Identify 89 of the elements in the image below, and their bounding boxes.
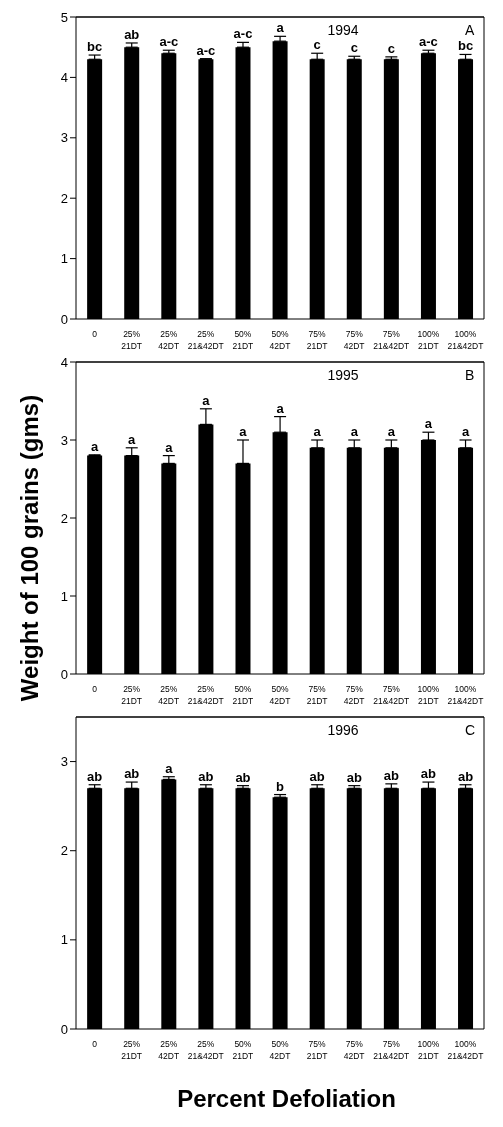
x-tick-label: 0	[92, 329, 98, 339]
x-tick-label: 25% 21DT	[121, 684, 143, 706]
y-tick-label: 2	[60, 510, 68, 526]
x-tick-label: 100% 21&42DT	[447, 329, 484, 351]
y-tick-label: 3	[60, 130, 68, 146]
data-label: a	[239, 424, 248, 439]
data-label: ab	[198, 768, 214, 784]
x-tick-label: 75% 21DT	[306, 329, 328, 351]
data-label: a	[276, 400, 285, 416]
x-tick-label: 75% 21&42DT	[373, 684, 410, 706]
x-tick-label: 25% 21DT	[121, 1039, 143, 1061]
x-tick-label: 50% 42DT	[269, 1039, 291, 1061]
y-tick-label: 0	[60, 666, 68, 682]
data-label: ab	[124, 766, 140, 782]
data-label: a	[461, 424, 470, 439]
x-tick-label: 100% 21DT	[417, 1039, 440, 1061]
data-label: a	[165, 439, 174, 455]
data-label: a	[276, 20, 285, 36]
x-tick-label: 100% 21DT	[417, 329, 440, 351]
x-tick-label: 25% 21&42DT	[187, 329, 224, 351]
data-label: ab	[346, 769, 362, 785]
x-tick-label: 75% 42DT	[343, 329, 365, 351]
x-tick-label: 100% 21&42DT	[447, 684, 484, 706]
data-label: a-c	[419, 34, 438, 50]
x-tick-label: 75% 21DT	[306, 1039, 328, 1061]
data-label: a	[165, 760, 174, 776]
data-label: a-c	[159, 34, 179, 50]
x-tick-label: 25% 42DT	[158, 684, 180, 706]
y-tick-label: 1	[60, 251, 68, 267]
data-label: bc	[457, 38, 474, 54]
annotation: C	[465, 722, 476, 738]
data-label: ab	[383, 767, 399, 783]
x-tick-label: 25% 42DT	[158, 329, 180, 351]
x-tick-label: 50% 21DT	[232, 329, 254, 351]
data-label: b	[276, 778, 285, 794]
y-tick-label: 3	[60, 432, 68, 448]
y-tick-label: 2	[60, 843, 68, 859]
x-tick-label: 100% 21&42DT	[447, 1039, 484, 1061]
y-tick-label: 5	[60, 9, 68, 25]
data-label: c	[387, 40, 395, 56]
x-tick-label: 75% 21DT	[306, 684, 328, 706]
data-label: a	[202, 392, 211, 408]
y-tick-label: 4	[60, 70, 68, 86]
data-label: ab	[420, 766, 437, 782]
data-label: ab	[235, 769, 251, 785]
data-label: a	[91, 438, 100, 454]
data-label: a	[424, 416, 433, 432]
y-tick-label: 2	[60, 190, 68, 206]
annotation: 1995	[327, 367, 359, 383]
x-tick-label: 50% 21DT	[232, 684, 254, 706]
x-tick-label: 75% 21&42DT	[373, 329, 410, 351]
data-label: a	[350, 424, 359, 439]
annotation: 1996	[327, 722, 359, 738]
data-label: a	[313, 424, 322, 439]
data-label: c	[313, 37, 321, 53]
x-tick-label: 50% 21DT	[232, 1039, 254, 1061]
data-label: a-c	[233, 26, 253, 42]
x-tick-label: 0	[92, 1039, 98, 1049]
annotation: A	[465, 22, 475, 38]
annotation: B	[465, 367, 475, 383]
data-label: a-c	[196, 42, 216, 58]
y-tick-label: 1	[60, 932, 68, 948]
y-tick-label: 0	[60, 311, 68, 327]
data-label: ab	[87, 768, 103, 784]
x-tick-label: 75% 42DT	[343, 684, 365, 706]
data-label: a	[387, 424, 396, 439]
x-tick-label: 25% 21DT	[121, 329, 143, 351]
annotation: 1994	[327, 22, 359, 38]
x-tick-label: 0	[92, 684, 98, 694]
data-label: ab	[124, 26, 140, 42]
data-label: ab	[457, 768, 474, 784]
data-label: c	[350, 40, 358, 56]
data-label: bc	[87, 39, 103, 55]
y-tick-label: 1	[60, 588, 68, 604]
x-tick-label: 50% 42DT	[269, 329, 291, 351]
x-tick-label: 25% 42DT	[158, 1039, 180, 1061]
x-tick-label: 50% 42DT	[269, 684, 291, 706]
x-axis-title: Percent Defoliation	[176, 1085, 397, 1113]
x-tick-label: 25% 21&42DT	[187, 1039, 224, 1061]
y-tick-label: 3	[60, 754, 68, 770]
data-label: ab	[309, 768, 325, 784]
x-tick-label: 75% 42DT	[343, 1039, 365, 1061]
data-label: a	[128, 431, 137, 447]
x-tick-label: 25% 21&42DT	[187, 684, 224, 706]
y-axis-title: Weight of 100 grains (gms)	[16, 394, 44, 702]
x-tick-label: 75% 21&42DT	[373, 1039, 410, 1061]
x-tick-label: 100% 21DT	[417, 684, 440, 706]
y-tick-label: 0	[60, 1021, 68, 1037]
y-tick-label: 4	[60, 354, 68, 370]
